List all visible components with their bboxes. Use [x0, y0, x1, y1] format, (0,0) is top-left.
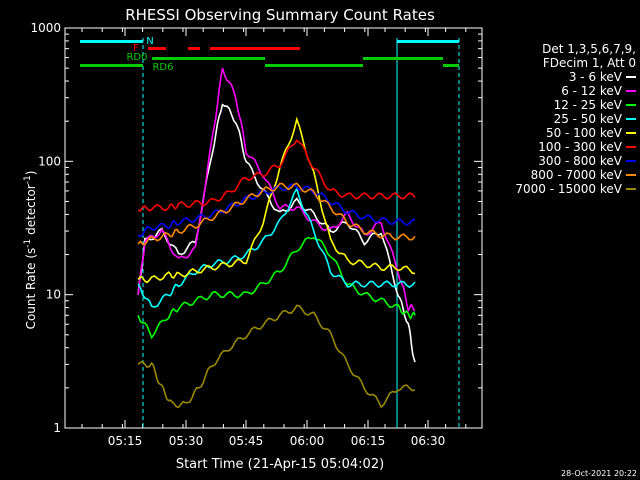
flag-bar-rd0: [152, 57, 265, 60]
series-line: [137, 236, 416, 340]
legend-entry: 3 - 6 keV: [486, 70, 636, 84]
legend-label: 3 - 6 keV: [568, 70, 622, 84]
series-line: [137, 182, 416, 246]
legend-entry: 100 - 300 keV: [486, 140, 636, 154]
flag-bar-f: [148, 47, 166, 50]
flag-bar-f: [188, 47, 200, 50]
legend-label: 100 - 300 keV: [538, 140, 622, 154]
legend-header: FDecim 1, Att 0: [542, 56, 636, 70]
legend-entry: 7000 - 15000 keV: [486, 182, 636, 196]
y-tick-label: 100: [38, 154, 61, 168]
flag-bar-rd0: [363, 57, 443, 60]
flag-bar-rd6: [443, 64, 459, 67]
series-line: [137, 183, 416, 238]
legend-swatch: [626, 146, 636, 148]
legend-swatch: [626, 132, 636, 134]
legend-label: 7000 - 15000 keV: [515, 182, 622, 196]
legend-label: 6 - 12 keV: [561, 84, 622, 98]
plot-frame: [64, 27, 483, 429]
legend-label: 12 - 25 keV: [553, 98, 622, 112]
flag-label: N: [146, 36, 153, 47]
series-line: [137, 304, 416, 409]
y-axis-label: Count Rate (s-1 detector-1): [23, 171, 38, 330]
flag-bar-rd6: [265, 64, 363, 67]
flag-label: RD0: [126, 52, 147, 63]
y-tick-label: 1000: [30, 21, 61, 35]
legend-label: 300 - 800 keV: [538, 154, 622, 168]
legend-swatch: [626, 104, 636, 106]
x-tick-label: 06:30: [411, 434, 446, 448]
chart-title: RHESSI Observing Summary Count Rates: [125, 6, 435, 24]
legend-entry: 12 - 25 keV: [486, 98, 636, 112]
legend-entry: 25 - 50 keV: [486, 112, 636, 126]
series-line: [137, 116, 416, 284]
x-tick-label: 06:00: [290, 434, 325, 448]
flag-label: RD6: [152, 62, 173, 73]
legend-entry: 6 - 12 keV: [486, 84, 636, 98]
legend-swatch: [626, 76, 636, 78]
legend-swatch: [626, 118, 636, 120]
legend-label: 50 - 100 keV: [545, 126, 622, 140]
x-tick-label: 06:15: [351, 434, 386, 448]
flag-bar-rd6: [80, 64, 143, 67]
axes: 1 10 100 1000 05:15 05:30 05:45 06:00 06:15 06:30: [30, 21, 483, 448]
series-lines: [137, 67, 416, 409]
legend-entry: 300 - 800 keV: [486, 154, 636, 168]
legend-entry: 50 - 100 keV: [486, 126, 636, 140]
flag-bar-n: [80, 40, 143, 43]
legend-header: Det 1,3,5,6,7,9,: [542, 42, 636, 56]
x-tick-label: 05:45: [229, 434, 264, 448]
series-line: [137, 103, 416, 363]
generated-timestamp: 28-Oct-2021 20:22: [561, 469, 637, 478]
legend-label: 800 - 7000 keV: [530, 168, 622, 182]
series-line: [137, 186, 416, 308]
legend-entry: 800 - 7000 keV: [486, 168, 636, 182]
legend-swatch: [626, 90, 636, 92]
y-tick-label: 1: [53, 421, 61, 435]
x-tick-label: 05:30: [169, 434, 204, 448]
series-line: [137, 139, 416, 212]
legend-label: 25 - 50 keV: [553, 112, 622, 126]
x-tick-label: 05:15: [108, 434, 143, 448]
legend-swatch: [626, 188, 636, 190]
flag-bar-n: [397, 40, 459, 43]
x-axis-label: Start Time (21-Apr-15 05:04:02): [176, 457, 384, 472]
legend-swatch: [626, 160, 636, 162]
flag-label: F: [133, 43, 139, 54]
flag-bar-f: [210, 47, 300, 50]
legend-swatch: [626, 174, 636, 176]
y-tick-label: 10: [46, 288, 61, 302]
